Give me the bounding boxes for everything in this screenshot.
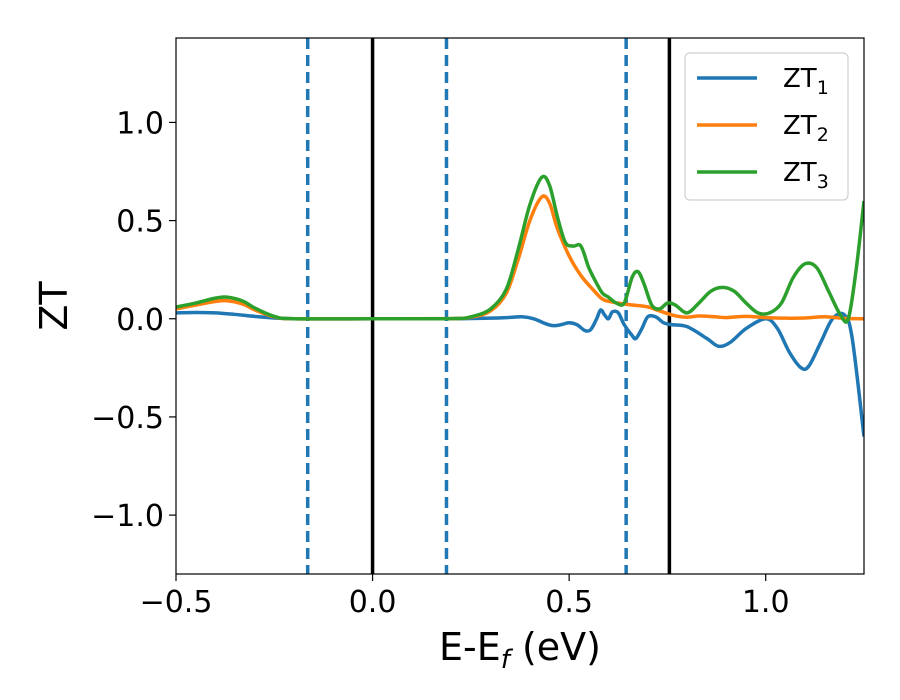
x-tick-label-1: 0.0 — [349, 585, 397, 620]
y-tick-label-1: −0.5 — [91, 401, 164, 436]
y-tick-label-3: 0.5 — [116, 205, 164, 240]
legend-label-2: ZT2 — [783, 111, 829, 146]
x-tick-label-2: 0.5 — [545, 585, 593, 620]
y-tick-label-2: 0.0 — [116, 303, 164, 338]
legend-label-1: ZT1 — [783, 64, 829, 99]
series-lines — [176, 174, 864, 437]
x-axis-title-unit: (eV) — [510, 625, 601, 669]
y-tick-label-0: −1.0 — [91, 499, 164, 534]
plot-frame — [175, 37, 865, 575]
y-tick-label-4: 1.0 — [116, 106, 164, 141]
legend-box — [684, 52, 849, 201]
y-axis-title: ZT — [32, 281, 76, 331]
y-axis: −1.0 −0.5 0.0 0.5 1.0 — [91, 106, 176, 534]
x-tick-label-0: −0.5 — [140, 585, 213, 620]
series-line-3 — [176, 174, 864, 324]
legend-label-3: ZT3 — [783, 158, 829, 193]
x-tick-label-3: 1.0 — [742, 585, 790, 620]
x-axis-title: E-Ef (eV) — [439, 625, 601, 675]
x-axis: −0.5 0.0 0.5 1.0 — [140, 574, 790, 620]
reference-lines — [305, 38, 672, 574]
legend: ZT1 ZT2 ZT3 — [684, 52, 849, 201]
x-axis-title-main: E-E — [439, 625, 501, 669]
